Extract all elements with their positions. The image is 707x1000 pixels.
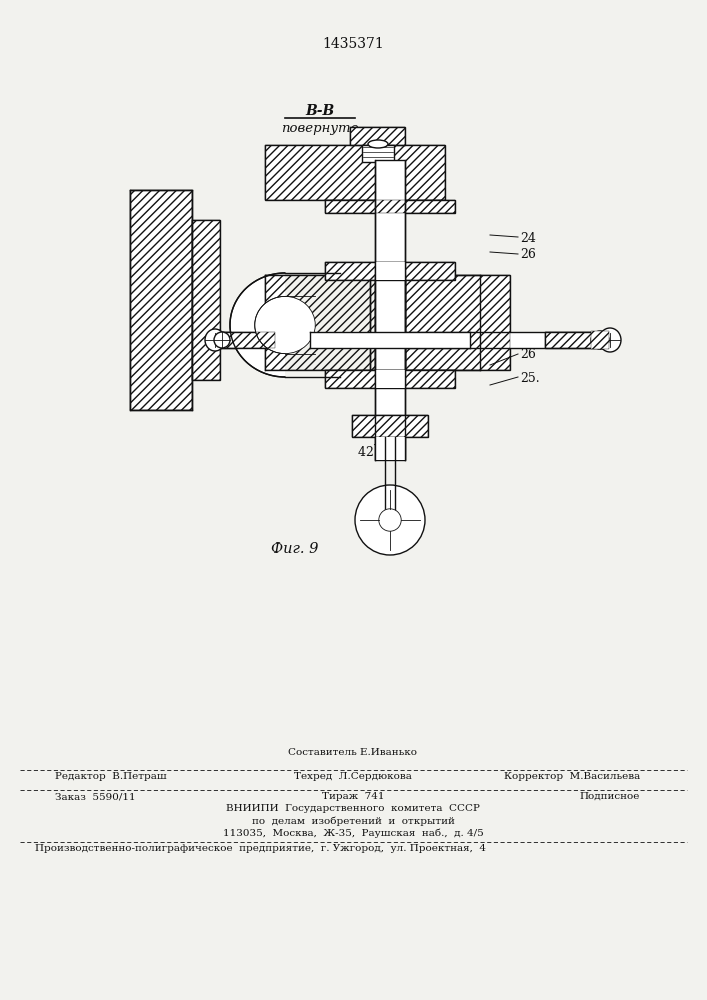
Bar <box>350 127 405 145</box>
Bar <box>285 268 400 382</box>
Text: Фиг. 9: Фиг. 9 <box>271 542 319 556</box>
Bar <box>215 332 610 348</box>
Bar <box>325 200 455 213</box>
Bar <box>545 332 610 348</box>
Text: Заказ  5590/11: Заказ 5590/11 <box>55 792 136 801</box>
Circle shape <box>214 332 230 348</box>
Circle shape <box>355 485 425 555</box>
Bar <box>591 331 609 349</box>
Ellipse shape <box>599 328 621 352</box>
Bar <box>350 127 405 145</box>
Ellipse shape <box>230 273 340 377</box>
Text: 113035,  Москва,  Ж-35,  Раушская  наб.,  д. 4/5: 113035, Москва, Ж-35, Раушская наб., д. … <box>223 828 484 838</box>
Circle shape <box>379 509 401 531</box>
Ellipse shape <box>205 329 225 351</box>
Bar <box>325 200 455 213</box>
Text: повернуто: повернуто <box>281 122 359 135</box>
Bar <box>310 332 470 348</box>
Bar <box>325 370 455 388</box>
Bar <box>545 332 610 348</box>
Bar <box>591 331 609 349</box>
Ellipse shape <box>255 296 315 354</box>
Bar <box>375 370 405 388</box>
Text: В-В: В-В <box>305 104 334 118</box>
Text: Производственно-полиграфическое  предприятие,  г. Ужгород,  ул. Проектная,  4: Производственно-полиграфическое предприя… <box>35 844 486 853</box>
Bar <box>405 275 510 370</box>
Text: Техред  Л.Сердюкова: Техред Л.Сердюкова <box>294 772 412 781</box>
Bar <box>192 220 220 380</box>
Bar <box>130 190 192 410</box>
Bar <box>215 332 275 348</box>
Text: Редактор  В.Петраш: Редактор В.Петраш <box>55 772 167 781</box>
Bar <box>325 262 455 280</box>
Text: Тираж  741: Тираж 741 <box>322 792 384 801</box>
Bar <box>215 332 275 348</box>
Text: 42 Е: 42 Е <box>358 446 387 458</box>
Bar <box>325 370 455 388</box>
Text: 25.: 25. <box>520 371 539 384</box>
Circle shape <box>591 331 609 349</box>
Bar <box>265 145 445 200</box>
Text: Подписное: Подписное <box>580 792 640 801</box>
Bar <box>405 275 510 370</box>
Text: Корректор  М.Васильева: Корректор М.Васильева <box>504 772 640 781</box>
Text: 26: 26 <box>520 248 536 261</box>
Text: 24: 24 <box>520 232 536 244</box>
Text: по  делам  изобретений  и  открытий: по делам изобретений и открытий <box>252 816 455 826</box>
Bar <box>265 275 375 370</box>
Bar <box>362 145 394 162</box>
Bar <box>265 275 375 370</box>
Bar <box>375 160 405 460</box>
Bar <box>375 437 405 460</box>
Text: ВНИИПИ  Государственного  комитета  СССР: ВНИИПИ Государственного комитета СССР <box>226 804 480 813</box>
Text: Составитель Е.Иванько: Составитель Е.Иванько <box>288 748 418 757</box>
Bar <box>130 190 192 410</box>
Bar <box>192 220 220 380</box>
Bar <box>375 262 405 280</box>
Bar <box>375 275 405 370</box>
Bar <box>352 415 428 437</box>
Text: 1435371: 1435371 <box>322 37 384 51</box>
Bar <box>265 145 445 200</box>
Text: 26: 26 <box>520 349 536 361</box>
Ellipse shape <box>368 140 388 148</box>
Bar <box>325 262 455 280</box>
Bar <box>352 415 428 437</box>
